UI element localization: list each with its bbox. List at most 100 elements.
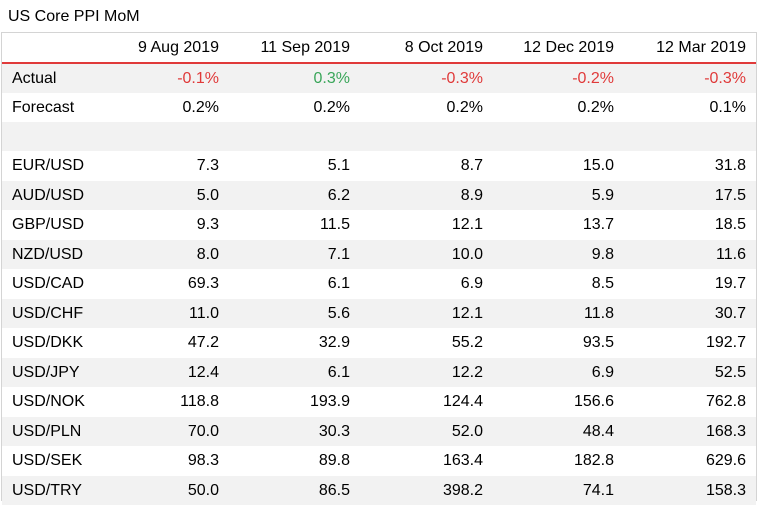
cell-value: 8.0 xyxy=(196,246,219,263)
cell-value: 12.4 xyxy=(187,364,219,381)
column-header: 12 Dec 2019 xyxy=(523,39,614,56)
row-label: USD/SEK xyxy=(12,452,83,469)
cell-value: 9.8 xyxy=(591,246,614,263)
forecast-value: 0.2% xyxy=(577,99,614,116)
cell-value: 10.0 xyxy=(451,246,483,263)
cell-value: 762.8 xyxy=(705,393,746,410)
cell-value: 12.1 xyxy=(451,216,483,233)
cell-value: 69.3 xyxy=(187,275,219,292)
table-row: USD/SEK 98.3 89.8 163.4 182.8 629.6 xyxy=(2,446,756,475)
cell-value: 52.0 xyxy=(451,423,483,440)
cell-value: 163.4 xyxy=(442,452,483,469)
table-row: USD/CAD 69.3 6.1 6.9 8.5 19.7 xyxy=(2,269,756,298)
column-header: 12 Mar 2019 xyxy=(656,39,746,56)
cell-value: 5.9 xyxy=(591,187,614,204)
cell-value: 12.1 xyxy=(451,305,483,322)
cell-value: 30.7 xyxy=(714,305,746,322)
cell-value: 89.8 xyxy=(318,452,350,469)
forecast-value: 0.1% xyxy=(709,99,746,116)
cell-value: 6.1 xyxy=(327,275,350,292)
cell-value: 7.1 xyxy=(327,246,350,263)
cell-value: 6.2 xyxy=(327,187,350,204)
column-header: 11 Sep 2019 xyxy=(260,39,350,56)
cell-value: 55.2 xyxy=(451,334,483,351)
cell-value: 11.6 xyxy=(716,246,746,263)
cell-value: 47.2 xyxy=(187,334,219,351)
cell-value: 124.4 xyxy=(442,393,483,410)
row-label: GBP/USD xyxy=(12,216,85,233)
cell-value: 7.3 xyxy=(196,157,219,174)
forecast-row: Forecast 0.2% 0.2% 0.2% 0.2% 0.1% xyxy=(2,93,756,122)
cell-value: 192.7 xyxy=(705,334,746,351)
row-label: USD/JPY xyxy=(12,364,80,381)
forecast-value: 0.2% xyxy=(446,99,483,116)
table-row: AUD/USD 5.0 6.2 8.9 5.9 17.5 xyxy=(2,181,756,210)
row-label: NZD/USD xyxy=(12,246,84,263)
row-label: USD/PLN xyxy=(12,423,82,440)
table-row: USD/DKK 47.2 32.9 55.2 93.5 192.7 xyxy=(2,328,756,357)
actual-row: Actual -0.1% 0.3% -0.3% -0.2% -0.3% xyxy=(2,64,756,93)
cell-value: 48.4 xyxy=(582,423,614,440)
row-label: USD/CHF xyxy=(12,305,84,322)
cell-value: 8.5 xyxy=(591,275,614,292)
header-row: 9 Aug 2019 11 Sep 2019 8 Oct 2019 12 Dec… xyxy=(2,33,756,64)
table-title: US Core PPI MoM xyxy=(8,8,140,25)
cell-value: 18.5 xyxy=(714,216,746,233)
cell-value: 9.3 xyxy=(196,216,219,233)
actual-value: 0.3% xyxy=(313,70,350,87)
forecast-value: 0.2% xyxy=(182,99,219,116)
row-label: USD/NOK xyxy=(12,393,85,410)
cell-value: 93.5 xyxy=(582,334,614,351)
table-row: USD/TRY 50.0 86.5 398.2 74.1 158.3 xyxy=(2,476,756,505)
actual-value: -0.3% xyxy=(704,70,746,87)
cell-value: 629.6 xyxy=(705,452,746,469)
cell-value: 8.7 xyxy=(460,157,483,174)
row-label: Forecast xyxy=(12,99,75,116)
table-row: USD/NOK 118.8 193.9 124.4 156.6 762.8 xyxy=(2,387,756,416)
cell-value: 398.2 xyxy=(442,482,483,499)
cell-value: 6.1 xyxy=(327,364,350,381)
row-label: USD/TRY xyxy=(12,482,82,499)
data-table: 9 Aug 2019 11 Sep 2019 8 Oct 2019 12 Dec… xyxy=(1,32,757,505)
column-header: 9 Aug 2019 xyxy=(138,39,219,56)
cell-value: 5.0 xyxy=(196,187,219,204)
cell-value: 52.5 xyxy=(714,364,746,381)
row-label: USD/CAD xyxy=(12,275,85,292)
row-label: AUD/USD xyxy=(12,187,85,204)
cell-value: 158.3 xyxy=(705,482,746,499)
cell-value: 118.8 xyxy=(180,393,219,410)
cell-value: 5.1 xyxy=(327,157,350,174)
cell-value: 15.0 xyxy=(582,157,614,174)
cell-value: 11.5 xyxy=(320,216,350,233)
actual-value: -0.2% xyxy=(572,70,614,87)
table-row: USD/PLN 70.0 30.3 52.0 48.4 168.3 xyxy=(2,417,756,446)
spacer-row xyxy=(2,122,756,151)
table-row: USD/CHF 11.0 5.6 12.1 11.8 30.7 xyxy=(2,299,756,328)
cell-value: 50.0 xyxy=(187,482,219,499)
cell-value: 17.5 xyxy=(714,187,746,204)
cell-value: 12.2 xyxy=(451,364,483,381)
forecast-value: 0.2% xyxy=(313,99,350,116)
cell-value: 11.8 xyxy=(584,305,614,322)
cell-value: 30.3 xyxy=(318,423,350,440)
table-row: USD/JPY 12.4 6.1 12.2 6.9 52.5 xyxy=(2,358,756,387)
table-row: EUR/USD 7.3 5.1 8.7 15.0 31.8 xyxy=(2,151,756,180)
cell-value: 74.1 xyxy=(582,482,614,499)
cell-value: 193.9 xyxy=(309,393,350,410)
table-row: GBP/USD 9.3 11.5 12.1 13.7 18.5 xyxy=(2,210,756,239)
row-label: EUR/USD xyxy=(12,157,85,174)
table-row: NZD/USD 8.0 7.1 10.0 9.8 11.6 xyxy=(2,240,756,269)
cell-value: 19.7 xyxy=(714,275,746,292)
cell-value: 13.7 xyxy=(582,216,614,233)
cell-value: 31.8 xyxy=(714,157,746,174)
cell-value: 86.5 xyxy=(318,482,350,499)
cell-value: 168.3 xyxy=(705,423,746,440)
cell-value: 6.9 xyxy=(591,364,614,381)
column-header: 8 Oct 2019 xyxy=(404,39,483,56)
cell-value: 8.9 xyxy=(460,187,483,204)
cell-value: 32.9 xyxy=(318,334,350,351)
actual-value: -0.3% xyxy=(441,70,483,87)
cell-value: 5.6 xyxy=(327,305,350,322)
actual-value: -0.1% xyxy=(177,70,219,87)
cell-value: 11.0 xyxy=(189,305,219,322)
